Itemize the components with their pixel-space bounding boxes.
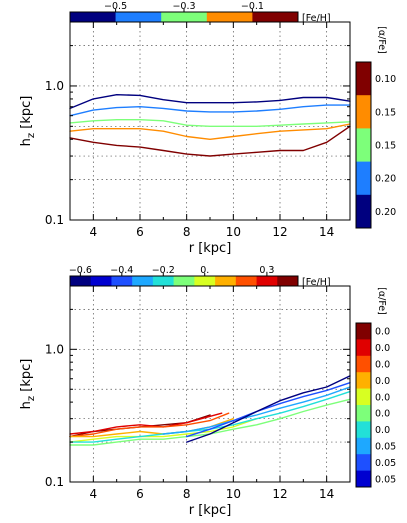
series-line-7	[162, 386, 351, 435]
x-tick-label: 12	[272, 225, 287, 239]
side-colorbar-segment	[356, 437, 371, 455]
side-colorbar-tick-label: 0.0	[375, 425, 390, 436]
x-tick-label: 10	[226, 225, 241, 239]
side-colorbar-tick-label: 0.20	[375, 207, 396, 218]
side-colorbar-segment	[356, 372, 371, 389]
plot-frame	[69, 285, 351, 483]
y-axis-label: hz [kpc]	[19, 359, 37, 410]
side-colorbar-segment	[356, 339, 371, 357]
series-line-2	[69, 119, 351, 127]
top-colorbar-segment	[152, 276, 174, 286]
x-tick-label: 4	[90, 487, 98, 501]
y-tick-label: 0.1	[45, 213, 64, 227]
x-axis-label: r [kpc]	[189, 241, 232, 256]
top-colorbar-segment	[70, 12, 116, 22]
top-colorbar-segment	[252, 12, 299, 22]
side-colorbar-segment	[356, 62, 371, 96]
side-colorbar-segment	[356, 405, 371, 422]
x-tick-label: 14	[319, 487, 334, 501]
series-line-9	[186, 375, 351, 443]
side-colorbar-segment	[356, 355, 371, 373]
top-colorbar-tick-label: −0.6	[69, 265, 92, 276]
side-colorbar-frame	[355, 61, 372, 229]
top-colorbar-segment	[132, 276, 154, 286]
series-line-2	[69, 412, 230, 438]
top-colorbar-frame	[69, 275, 299, 287]
top-colorbar-label: [Fe/H]	[302, 277, 331, 288]
top-colorbar-segment	[235, 276, 257, 286]
side-colorbar-segment	[356, 95, 371, 129]
x-axis-label: r [kpc]	[189, 503, 232, 518]
top-colorbar-segment	[111, 276, 133, 286]
top-colorbar-tick-label: −0.1	[241, 1, 264, 12]
y-tick-label: 1.0	[45, 79, 64, 93]
series-line-1	[69, 412, 223, 435]
side-colorbar-tick-label: 0.0	[375, 327, 390, 338]
side-colorbar-segment	[356, 470, 371, 488]
side-colorbar-segment	[356, 128, 371, 162]
side-colorbar-tick-label: 0.0	[375, 392, 390, 403]
side-colorbar-segment	[356, 421, 371, 439]
bottom-panel: 4 6 8 10 12 14 0.1 1.0 r [kpc] hz [kpc] −0.6 −0.4 −0…	[19, 265, 396, 518]
side-colorbar-tick-label: 0.0	[375, 376, 390, 387]
series-line-5	[69, 398, 351, 446]
side-colorbar-tick-label: 0.15	[375, 141, 396, 152]
x-tick-label: 8	[183, 487, 191, 501]
top-colorbar-segment	[90, 276, 112, 286]
series-line-4	[69, 125, 351, 157]
side-colorbar-tick-label: 0.05	[375, 458, 396, 469]
side-colorbar-tick-label: 0.05	[375, 442, 396, 453]
top-colorbar-segment	[161, 12, 208, 22]
side-colorbar-segment	[356, 323, 371, 340]
side-colorbar-tick-label: 0.15	[375, 107, 396, 118]
top-colorbar-segment	[115, 12, 162, 22]
y-tick-label: 0.1	[45, 475, 64, 489]
top-colorbar-segment	[215, 276, 237, 286]
top-colorbar-tick-label: −0.3	[172, 1, 195, 12]
series-line-0	[69, 94, 351, 110]
side-colorbar-label: [α/Fe]	[376, 26, 387, 54]
top-colorbar-segment	[256, 276, 278, 286]
side-colorbar-tick-label: 0.10	[375, 74, 396, 85]
side-colorbar-frame	[355, 322, 372, 488]
side-colorbar-segment	[356, 388, 371, 406]
y-tick-label: 1.0	[45, 342, 64, 356]
side-colorbar-tick-label: 0.0	[375, 360, 390, 371]
series-line-1	[69, 104, 351, 117]
top-colorbar-tick-label: 0.	[200, 265, 209, 276]
side-colorbar-tick-label: 0.0	[375, 343, 390, 354]
top-colorbar-segment	[173, 276, 195, 286]
side-colorbar-segment	[356, 454, 371, 471]
side-colorbar-segment	[356, 194, 371, 229]
side-colorbar-label: [α/Fe]	[376, 287, 387, 315]
top-colorbar-segment	[194, 276, 216, 286]
top-panel: 4 6 8 10 12 14 0.1 1.0 r [kpc] hz [kpc] −0.5 −0.3 −0…	[19, 1, 396, 256]
top-colorbar-tick-label: −0.4	[110, 265, 133, 276]
series-line-3	[69, 123, 351, 140]
top-colorbar-segment	[277, 276, 299, 286]
x-tick-label: 8	[183, 225, 191, 239]
x-tick-label: 14	[319, 225, 334, 239]
x-tick-label: 12	[272, 487, 287, 501]
side-colorbar-tick-label: 0.05	[375, 474, 396, 485]
top-colorbar-label: [Fe/H]	[302, 13, 331, 24]
top-colorbar-segment	[70, 276, 92, 286]
side-colorbar-tick-label: 0.20	[375, 174, 396, 185]
x-tick-label: 6	[136, 487, 144, 501]
series-line-8	[186, 382, 351, 438]
x-tick-label: 4	[90, 225, 98, 239]
side-colorbar-tick-label: 0.0	[375, 409, 390, 420]
series-line-4	[69, 418, 258, 443]
top-colorbar-tick-label: −0.5	[104, 1, 127, 12]
x-tick-label: 6	[136, 225, 144, 239]
side-colorbar-segment	[356, 161, 371, 196]
plot-frame	[69, 21, 351, 221]
x-tick-label: 10	[226, 487, 241, 501]
top-colorbar-tick-label: −0.2	[152, 265, 175, 276]
top-colorbar-segment	[206, 12, 253, 22]
top-colorbar-tick-label: 0.3	[259, 265, 274, 276]
y-axis-label: hz [kpc]	[19, 96, 37, 147]
